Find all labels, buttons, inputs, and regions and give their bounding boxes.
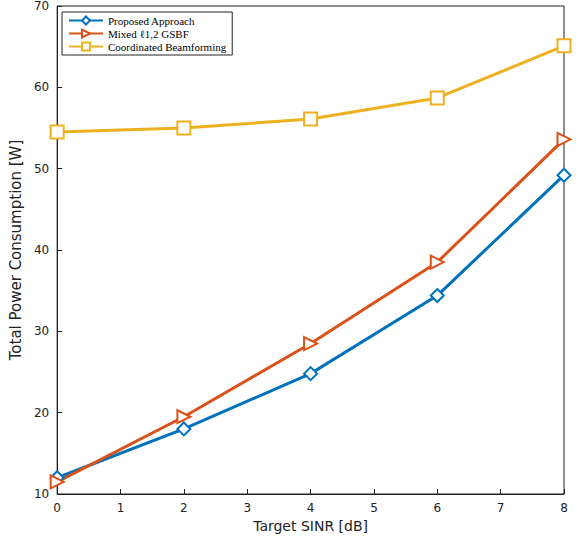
svg-text:Total Power Consumption [W]: Total Power Consumption [W] — [7, 140, 25, 362]
svg-text:0: 0 — [53, 501, 61, 515]
svg-text:3: 3 — [243, 501, 251, 515]
svg-text:10: 10 — [34, 487, 49, 501]
svg-text:Proposed Approach: Proposed Approach — [108, 15, 195, 27]
svg-text:Coordinated Beamforming: Coordinated Beamforming — [108, 41, 227, 53]
svg-text:8: 8 — [560, 501, 568, 515]
svg-text:2: 2 — [180, 501, 188, 515]
svg-text:60: 60 — [34, 80, 49, 94]
svg-text:30: 30 — [34, 324, 49, 338]
svg-text:40: 40 — [34, 243, 49, 257]
svg-text:4: 4 — [307, 501, 315, 515]
svg-text:20: 20 — [34, 406, 49, 420]
svg-text:50: 50 — [34, 162, 49, 176]
svg-text:6: 6 — [433, 501, 441, 515]
svg-text:Mixed ℓ1,2 GSBF: Mixed ℓ1,2 GSBF — [108, 28, 189, 40]
svg-text:70: 70 — [34, 0, 49, 13]
svg-text:7: 7 — [497, 501, 505, 515]
svg-text:Target SINR [dB]: Target SINR [dB] — [252, 518, 368, 534]
svg-text:5: 5 — [370, 501, 378, 515]
svg-text:1: 1 — [117, 501, 125, 515]
